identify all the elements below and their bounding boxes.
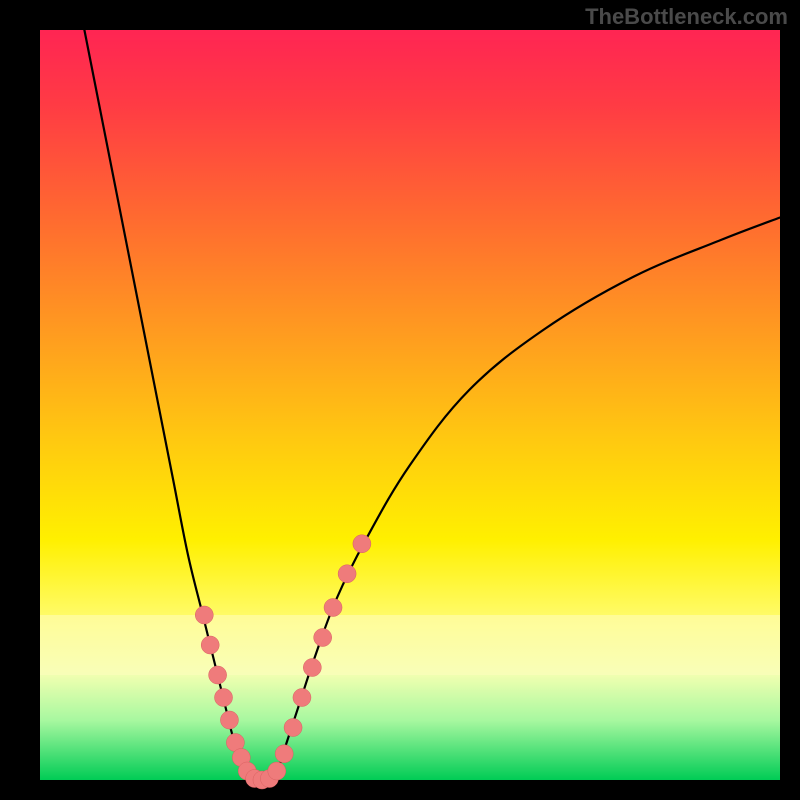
marker-point	[201, 636, 219, 654]
marker-point	[215, 689, 233, 707]
pale-band	[40, 615, 780, 675]
marker-point	[338, 565, 356, 583]
marker-point	[268, 762, 286, 780]
marker-point	[303, 659, 321, 677]
chart-container: { "watermark": { "text": "TheBottleneck.…	[0, 0, 800, 800]
marker-point	[284, 719, 302, 737]
marker-point	[195, 606, 213, 624]
marker-point	[314, 629, 332, 647]
marker-point	[220, 711, 238, 729]
marker-point	[293, 689, 311, 707]
chart-svg	[0, 0, 800, 800]
marker-point	[353, 535, 371, 553]
marker-point	[324, 599, 342, 617]
watermark-label: TheBottleneck.com	[585, 4, 788, 30]
marker-point	[209, 666, 227, 684]
marker-point	[275, 745, 293, 763]
